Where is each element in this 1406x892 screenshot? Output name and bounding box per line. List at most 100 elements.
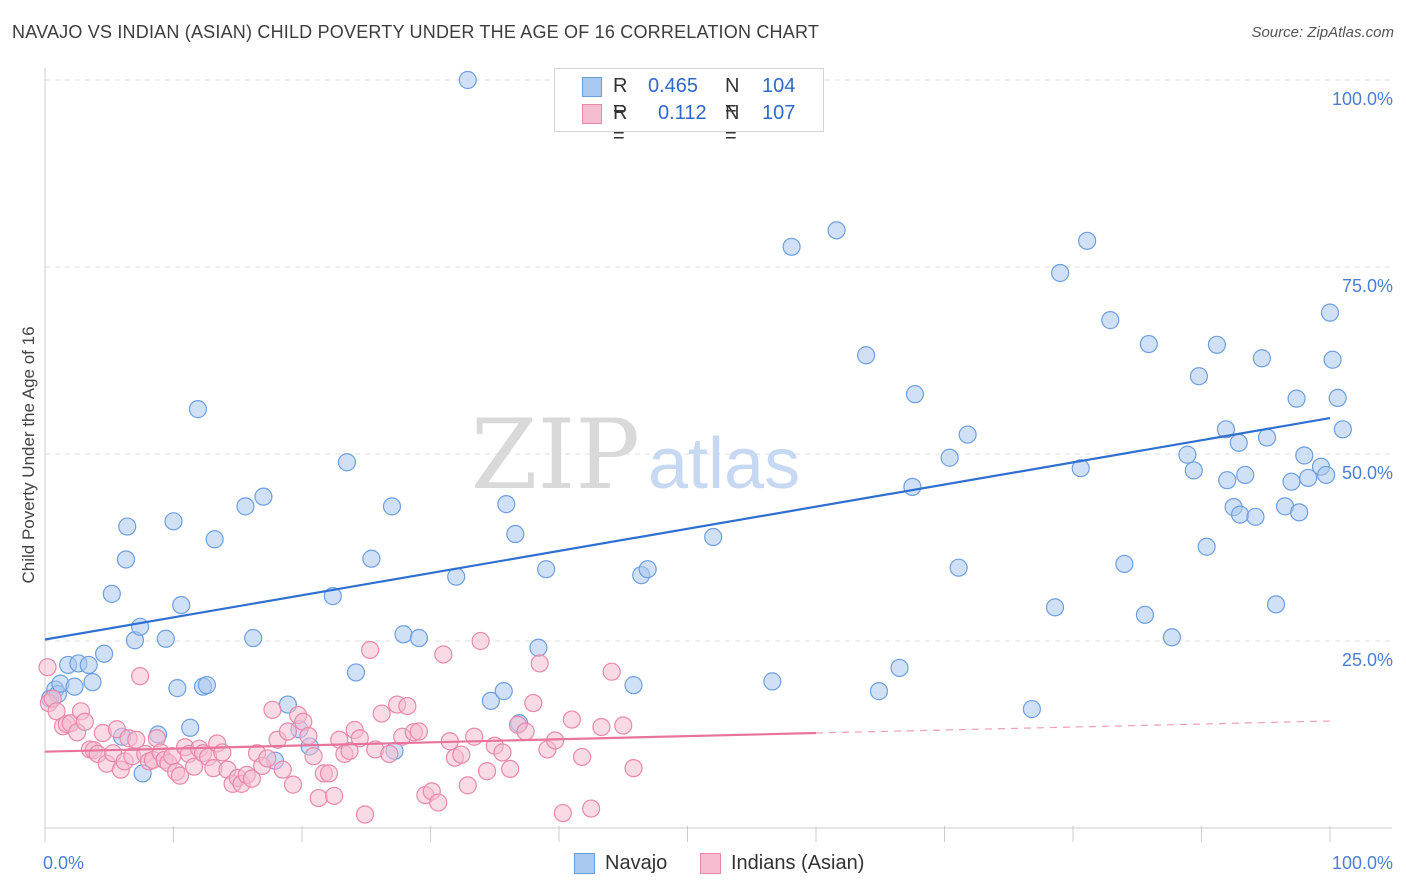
data-point [1290, 503, 1309, 522]
data-point [362, 549, 381, 568]
data-point [205, 530, 224, 549]
data-point [602, 662, 621, 681]
data-point [477, 762, 497, 781]
data-point [471, 631, 490, 651]
data-point [1323, 350, 1342, 369]
data-point [382, 497, 402, 516]
data-point [763, 672, 782, 691]
data-point [319, 764, 339, 783]
data-point [958, 425, 977, 444]
data-point [304, 747, 323, 766]
watermark: ZIP atlas [471, 399, 800, 511]
data-point [75, 712, 94, 731]
data-point [1218, 471, 1237, 490]
data-point [516, 722, 535, 741]
data-point [1115, 554, 1134, 574]
legend-r-value: 0.465 [648, 75, 699, 97]
correlation-legend: R = 0.465 N = 104 R = 0.112 N = 107 [554, 68, 824, 147]
data-point [1045, 598, 1065, 617]
data-point [1333, 420, 1352, 439]
data-point [168, 679, 187, 698]
data-point [394, 625, 413, 644]
data-point [95, 644, 114, 663]
legend-n-value: 104 [762, 75, 796, 97]
data-point [624, 759, 643, 778]
data-point [1257, 428, 1277, 447]
trend-lines [44, 417, 1331, 753]
data-point [130, 667, 150, 686]
data-point [164, 512, 183, 531]
data-point [244, 628, 263, 648]
data-point [116, 550, 136, 569]
data-point [827, 221, 846, 240]
data-point [170, 766, 190, 785]
legend-n-label: N = [725, 102, 740, 147]
data-point [1287, 389, 1306, 408]
trend-line-extension [815, 720, 1331, 734]
data-point [372, 704, 391, 723]
watermark-atlas: atlas [648, 424, 800, 504]
series-swatch-indians-asian [700, 853, 721, 874]
data-point [409, 628, 429, 648]
data-point [506, 524, 525, 544]
legend-r-label: R = [613, 102, 628, 147]
data-point [905, 385, 925, 404]
y-tick-label: 50.0% [1342, 463, 1393, 483]
data-point [309, 788, 328, 808]
data-point [537, 560, 556, 579]
data-point [1101, 311, 1120, 330]
data-point [949, 558, 968, 577]
y-tick-label: 75.0% [1342, 276, 1393, 296]
data-point [236, 497, 255, 516]
data-point [299, 726, 318, 746]
data-point [903, 477, 922, 497]
data-point [47, 702, 66, 721]
data-point [1207, 335, 1227, 354]
data-point [130, 617, 150, 636]
data-point [458, 70, 477, 90]
series-label-indians-asian: Indians (Asian) [731, 852, 865, 874]
data-point [497, 495, 516, 514]
data-point [1022, 699, 1041, 719]
data-point [355, 805, 375, 824]
data-point [181, 718, 200, 737]
trend-line [44, 731, 817, 753]
legend-n-label: N = [725, 75, 740, 120]
data-point [380, 744, 399, 764]
data-point [465, 727, 484, 746]
data-point [340, 741, 359, 761]
x-tick-label: 100.0% [1332, 853, 1393, 873]
data-point [258, 749, 277, 768]
data-point [704, 527, 723, 547]
data-point [83, 673, 102, 692]
data-point [481, 691, 500, 710]
data-point [197, 676, 217, 695]
data-point [573, 747, 592, 767]
y-axis-label: Child Poverty Under the Age of 16 [19, 326, 38, 583]
data-point [1229, 433, 1248, 452]
data-point [325, 786, 344, 805]
data-point [493, 743, 512, 762]
data-point [38, 658, 57, 677]
series-label-navajo: Navajo [605, 852, 668, 874]
data-point [1299, 468, 1318, 488]
data-point [1252, 349, 1271, 368]
data-point [1184, 461, 1203, 480]
data-point [346, 663, 366, 682]
legend-r-value: 0.112 [658, 102, 707, 124]
data-point [530, 654, 549, 673]
data-point [254, 487, 273, 506]
data-point [458, 776, 477, 795]
data-point [857, 346, 876, 365]
data-point [1236, 465, 1255, 485]
data-point [1162, 628, 1182, 647]
data-point [1139, 334, 1158, 354]
data-point [452, 745, 471, 764]
data-point [1266, 595, 1286, 614]
data-point [350, 729, 369, 748]
data-point [434, 645, 453, 664]
series-swatch-navajo [574, 853, 595, 874]
data-point [65, 677, 84, 696]
data-point [263, 700, 282, 719]
